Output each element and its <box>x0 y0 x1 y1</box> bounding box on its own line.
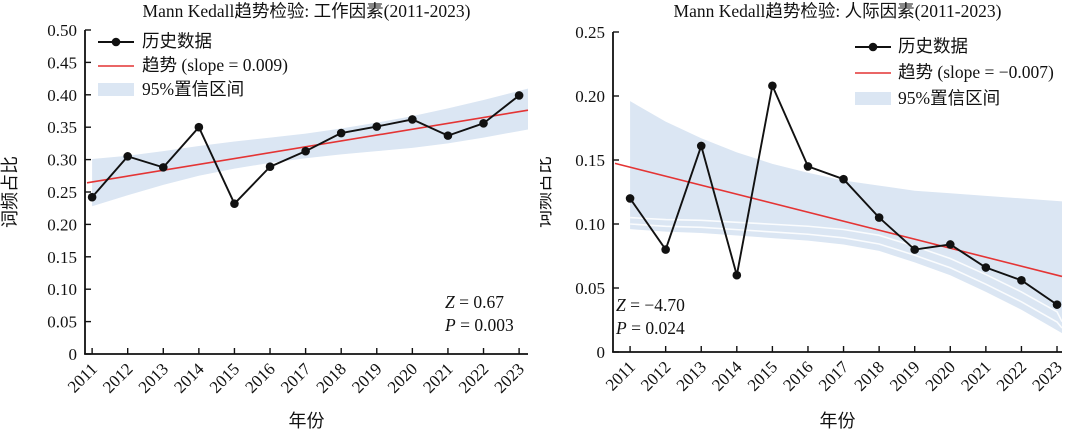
annotation-p: P = 0.003 <box>444 315 514 335</box>
x-tick-label: 2012 <box>637 357 674 394</box>
legend-ci-label: 95%置信区间 <box>898 88 1000 108</box>
y-axis-label: 词频占比 <box>0 156 20 228</box>
chart-title: Mann Kedall趋势检验: 人际因素(2011-2023) <box>674 1 1002 21</box>
data-point <box>661 245 670 254</box>
y-tick-label: 0.15 <box>47 248 77 267</box>
x-tick-label: 2014 <box>708 357 746 395</box>
data-point <box>158 163 168 172</box>
data-point <box>768 81 777 91</box>
x-tick-label: 2017 <box>277 359 315 397</box>
x-tick-label: 2015 <box>206 359 243 396</box>
y-tick-label: 0.45 <box>47 53 77 72</box>
x-tick-label: 2011 <box>602 357 639 394</box>
x-axis-label: 年份 <box>820 411 856 431</box>
x-tick-label: 2022 <box>993 357 1030 394</box>
data-point <box>194 122 204 132</box>
chart-title: Mann Kedall趋势检验: 工作因素(2011-2023) <box>143 1 471 21</box>
x-tick-label: 2018 <box>313 359 350 396</box>
confidence-band <box>630 101 1062 334</box>
legend-series-marker <box>868 42 878 52</box>
legend-ci-patch <box>855 92 891 105</box>
annotation-z: Z = −4.70 <box>616 295 685 315</box>
x-tick-label: 2019 <box>348 359 385 396</box>
x-tick-label: 2015 <box>744 357 781 394</box>
y-tick-label: 0 <box>69 345 78 364</box>
y-tick-label: 0.05 <box>575 279 605 298</box>
data-point <box>945 240 955 249</box>
data-point <box>803 162 813 171</box>
x-tick-label: 2013 <box>673 357 710 394</box>
x-tick-label: 2018 <box>850 357 887 394</box>
legend-ci-patch <box>98 83 134 96</box>
y-tick-label: 0.40 <box>47 86 77 105</box>
data-point <box>625 194 635 203</box>
y-tick-label: 0 <box>597 343 606 362</box>
x-tick-label: 2021 <box>957 357 994 394</box>
x-tick-label: 2016 <box>779 357 816 394</box>
x-axis-label: 年份 <box>289 411 325 431</box>
data-point <box>265 162 275 172</box>
band-edge-highlight <box>630 216 1063 322</box>
y-tick-label: 0.25 <box>575 23 605 42</box>
confidence-band <box>92 88 529 207</box>
data-point <box>123 152 132 161</box>
x-tick-label: 2020 <box>922 357 959 394</box>
x-tick-label: 2017 <box>815 357 853 395</box>
data-point <box>874 213 884 222</box>
chart-interpersonal-factor: 00.050.100.150.200.252011201220132014201… <box>534 1 1066 431</box>
data-point <box>732 270 742 280</box>
data-point <box>1017 276 1026 285</box>
data-point <box>696 141 706 151</box>
x-tick-label: 2016 <box>241 359 278 396</box>
y-tick-label: 0.50 <box>47 21 77 40</box>
data-point <box>408 115 417 124</box>
legend-ci-label: 95%置信区间 <box>142 79 244 99</box>
panel-work-factor: 0 0.05 0.10 0.15 0.20 0.25 0.30 0.35 0.40 0.45 0.5… <box>0 1 529 431</box>
y-tick-label: 0.30 <box>47 151 77 170</box>
data-point <box>514 91 524 100</box>
annotation-p: P = 0.024 <box>615 318 685 338</box>
data-point <box>87 192 97 202</box>
data-point <box>372 122 382 131</box>
y-tick-label: 0.10 <box>47 280 77 299</box>
annotation-z: Z = 0.67 <box>445 292 504 312</box>
y-tick-label: 0.20 <box>575 87 605 106</box>
y-tick-label: 0.05 <box>47 313 77 332</box>
y-tick-label: 0.15 <box>575 151 605 170</box>
x-tick-label: 2020 <box>384 359 421 396</box>
data-point <box>839 174 848 184</box>
data-point <box>981 263 991 272</box>
x-tick-label: 2021 <box>419 359 456 396</box>
data-point <box>1052 300 1062 309</box>
band-edge-highlight <box>630 223 1063 329</box>
x-tick-label: 2014 <box>170 359 208 397</box>
y-tick-label: 0.25 <box>47 183 77 202</box>
x-tick-label: 2023 <box>490 359 527 396</box>
panel-interpersonal-factor: 0 0.05 0.10 0.15 0.20 0.25 2011 2012 2013 2014 201… <box>534 0 1080 434</box>
data-point <box>910 245 920 254</box>
y-tick-label: 0.20 <box>47 215 77 234</box>
x-tick-label: 2012 <box>99 359 136 396</box>
legend-trend-label: 趋势 (slope = −0.007) <box>898 62 1054 82</box>
y-tick-label: 0.35 <box>47 118 77 137</box>
data-point <box>479 119 488 128</box>
x-tick-label: 2019 <box>886 357 923 394</box>
y-axis-label: 词频占比 <box>540 156 554 228</box>
x-tick-label: 2022 <box>455 359 492 396</box>
data-point <box>301 146 310 156</box>
x-tick-label: 2023 <box>1028 357 1065 394</box>
legend-series-label: 历史数据 <box>898 36 968 56</box>
data-point <box>230 199 239 208</box>
trend-line <box>86 109 529 184</box>
data-point <box>336 128 346 138</box>
x-tick-label: 2011 <box>64 359 101 396</box>
legend-series-marker <box>111 37 121 47</box>
y-tick-label: 0.10 <box>575 215 605 234</box>
legend-series-label: 历史数据 <box>142 31 212 51</box>
x-tick-label: 2013 <box>135 359 172 396</box>
chart-work-factor: 0 0.05 0.10 0.15 0.20 0.25 0.30 0.35 0.40 0.45 0.5… <box>0 1 529 431</box>
legend-trend-label: 趋势 (slope = 0.009) <box>142 55 288 75</box>
data-point <box>443 131 453 140</box>
